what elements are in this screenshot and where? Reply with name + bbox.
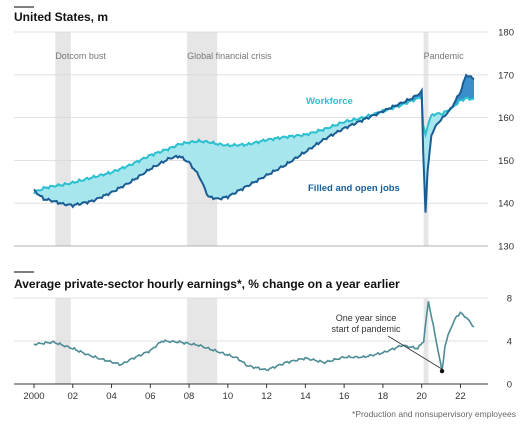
p1-ytick-1: 140 (498, 199, 514, 210)
xtick-label-8: 16 (339, 391, 350, 402)
event-label-2: Pandemic (424, 51, 465, 61)
series-line-earnings (33, 301, 475, 372)
annotation-line-2: start of pandemic (331, 324, 401, 334)
p1-ytick-4: 170 (498, 70, 514, 81)
annotation-line-1: One year since (336, 313, 397, 323)
xtick-label-11: 22 (455, 391, 466, 402)
xtick-label-1: 02 (67, 391, 78, 402)
panel1-title: United States, m (14, 10, 108, 24)
p1-ytick-5: 180 (498, 28, 514, 39)
xtick-label-3: 06 (145, 391, 156, 402)
annotation-leader (387, 335, 443, 370)
series-line-workforce (33, 96, 475, 195)
annotation-dot (439, 368, 445, 374)
legend-workforce: Workforce (306, 96, 353, 107)
shade-band-1-0 (55, 32, 71, 246)
shade-band-1-1 (187, 32, 218, 246)
xtick-label-2: 04 (106, 391, 117, 402)
gap-area-16 (452, 75, 474, 108)
xtick-label-4: 08 (184, 391, 195, 402)
event-label-0: Dotcom bust (55, 51, 106, 61)
legend-filled-open-jobs: Filled and open jobs (308, 183, 400, 194)
xtick-label-9: 18 (378, 391, 389, 402)
p1-ytick-0: 130 (498, 242, 514, 253)
xtick-label-10: 20 (416, 391, 427, 402)
xtick-label-0: 2000 (23, 391, 44, 402)
footnote: *Production and nonsupervisory employees (352, 409, 516, 419)
p2-ytick-1: 4 (507, 337, 512, 348)
panel2-title: Average private-sector hourly earnings*,… (14, 277, 400, 291)
xtick-label-5: 10 (223, 391, 234, 402)
gap-area-13 (421, 90, 448, 213)
p2-ytick-2: 8 (507, 294, 512, 305)
p1-ytick-2: 150 (498, 156, 514, 167)
xtick-label-6: 12 (261, 391, 272, 402)
series-line-filled-open-jobs (33, 73, 475, 213)
p1-ytick-3: 160 (498, 113, 514, 124)
xtick-label-7: 14 (300, 391, 311, 402)
event-label-1: Global financial crisis (187, 51, 272, 61)
p2-ytick-0: 0 (507, 380, 512, 391)
